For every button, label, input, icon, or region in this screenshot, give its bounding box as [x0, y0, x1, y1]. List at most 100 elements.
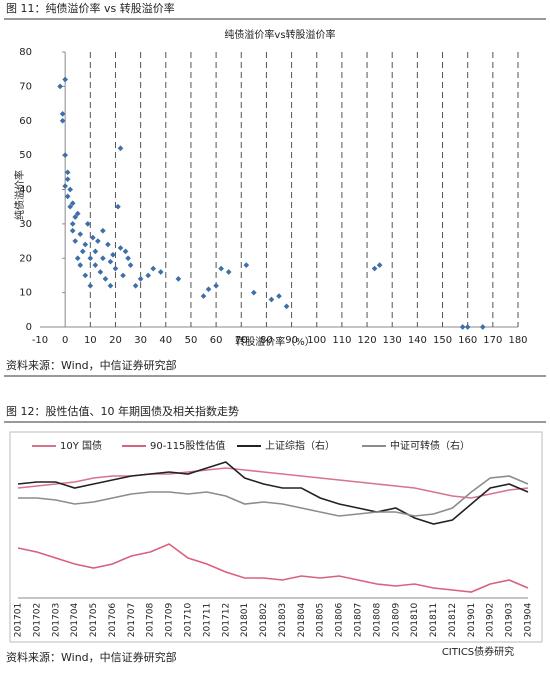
x-tick-label: 201812 — [448, 603, 458, 637]
point — [64, 169, 71, 176]
point — [97, 269, 104, 275]
point — [77, 262, 84, 268]
point — [283, 303, 290, 310]
x-tick-label: 201809 — [391, 603, 401, 638]
x-tick-label: 60 — [210, 335, 223, 346]
figure-caption: 图 12：股性估值、10 年期国债及相关指数走势 — [6, 404, 239, 418]
point — [145, 272, 152, 279]
point — [200, 293, 207, 299]
y-tick-label: 40 — [19, 185, 32, 196]
y-axis-label: 纯债溢价率 — [13, 170, 26, 220]
legend-label: 上证综指（右） — [265, 439, 335, 452]
y-tick-label: 80 — [19, 47, 32, 58]
x-tick-label: 201708 — [146, 603, 156, 638]
x-tick-label: 201707 — [127, 603, 137, 637]
point — [225, 269, 232, 275]
point — [125, 255, 131, 262]
point — [127, 262, 134, 268]
point — [115, 203, 121, 210]
point — [69, 221, 76, 227]
y-tick-label: 0 — [26, 322, 32, 333]
point — [64, 193, 71, 200]
point — [64, 176, 71, 183]
point — [100, 227, 106, 234]
point — [117, 245, 124, 251]
x-tick-label: 201806 — [335, 603, 345, 638]
legend-label: 90-115股性估值 — [150, 439, 225, 452]
x-tick-label: 201701 — [14, 603, 24, 637]
point — [95, 238, 101, 244]
x-tick-label: 80 — [260, 335, 273, 346]
x-tick-label: 0 — [62, 335, 68, 346]
point — [62, 152, 68, 158]
point — [110, 251, 116, 258]
point — [90, 234, 96, 241]
x-tick-label: 180 — [508, 335, 527, 346]
x-tick-label: 110 — [332, 335, 351, 346]
point — [105, 241, 111, 248]
watermark: CITICS债券研究 — [442, 645, 514, 658]
y-tick-label: 10 — [19, 288, 32, 299]
point — [150, 265, 157, 272]
source: 资料来源：Wind，中信证券研究部 — [6, 358, 177, 372]
x-tick-label: 201803 — [278, 603, 288, 637]
point — [84, 221, 91, 227]
point — [62, 76, 68, 83]
point — [243, 262, 250, 268]
x-tick-label: 90 — [285, 335, 298, 346]
point — [82, 241, 89, 248]
point — [87, 255, 94, 262]
x-tick-label: 201704 — [70, 603, 80, 638]
point — [82, 272, 89, 279]
x-tick-label: 20 — [109, 335, 122, 346]
point — [87, 282, 94, 289]
x-tick-label: 100 — [307, 335, 326, 346]
legend-label: 中证可转债（右） — [390, 439, 470, 452]
x-tick-label: 50 — [185, 335, 198, 346]
point — [74, 255, 81, 262]
point — [107, 282, 114, 289]
point — [67, 203, 74, 210]
point — [72, 238, 79, 244]
point — [102, 276, 109, 282]
point — [92, 262, 99, 268]
point — [213, 282, 219, 289]
x-tick-label: 201808 — [372, 603, 382, 638]
legend-label: 10Y 国债 — [60, 439, 102, 452]
point — [74, 210, 81, 217]
x-tick-label: 201706 — [108, 603, 118, 638]
x-tick-label: 201705 — [89, 603, 99, 637]
point — [72, 214, 79, 220]
point — [100, 255, 106, 262]
point — [464, 324, 471, 330]
point — [107, 258, 114, 265]
x-tick-label: 201710 — [184, 603, 194, 638]
x-tick-label: 201807 — [354, 603, 364, 637]
point — [205, 286, 212, 293]
x-tick-label: 120 — [358, 335, 377, 346]
x-tick-label: 201802 — [259, 603, 269, 637]
point — [371, 265, 378, 272]
point — [479, 324, 486, 330]
x-tick-label: 201904 — [524, 603, 534, 638]
x-tick-label: 160 — [458, 335, 477, 346]
point — [218, 265, 224, 272]
point — [132, 282, 139, 289]
point — [276, 293, 282, 299]
x-tick-label: 201901 — [467, 603, 477, 637]
source: 资料来源：Wind，中信证券研究部 — [6, 650, 177, 664]
y-tick-label: 70 — [19, 81, 32, 92]
x-tick-label: 201805 — [316, 603, 326, 637]
x-tick-label: 201711 — [202, 603, 212, 637]
x-tick-label: 201804 — [297, 603, 307, 638]
point — [120, 272, 126, 279]
x-tick-label: 201712 — [221, 603, 231, 637]
x-tick-label: 40 — [159, 335, 172, 346]
x-tick-label: -10 — [32, 335, 48, 346]
point — [175, 276, 182, 282]
x-tick-label: 170 — [483, 335, 502, 346]
y-tick-label: 20 — [19, 253, 32, 264]
x-tick-label: 30 — [134, 335, 147, 346]
